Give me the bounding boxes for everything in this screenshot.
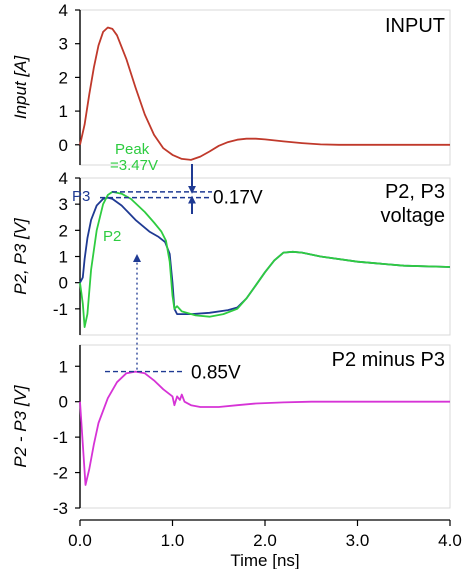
peak-label: Peak: [115, 141, 150, 158]
peak-label: =3.47V: [110, 157, 158, 174]
y-tick-label: 0: [59, 274, 68, 293]
y-tick-label: 2: [59, 68, 68, 87]
x-tick-label: 2.0: [253, 531, 277, 550]
y-tick-label: 1: [59, 102, 68, 121]
y-tick-label: -1: [53, 428, 68, 447]
diff-label: 0.17V: [213, 188, 263, 209]
y-tick-label: 4: [59, 1, 68, 20]
p3-label: P3: [72, 188, 90, 205]
y-axis-label: Input [A]: [11, 55, 30, 120]
series-line: [79, 26, 450, 161]
series-line-p2: [79, 191, 451, 328]
panel-title: P2, P3: [385, 181, 445, 203]
y-tick-label: 3: [59, 195, 68, 214]
x-tick-label: 0.0: [68, 531, 92, 550]
y-tick-label: 3: [59, 35, 68, 54]
y-tick-label: 0: [59, 136, 68, 155]
panel-title: voltage: [381, 205, 446, 227]
y-tick-label: -1: [53, 300, 68, 319]
panel-top: 0 1 2 3 4 Input [A] INPUT: [11, 1, 451, 166]
panel-bottom: -3 -2 -1 0 1 P2 - P3 [V] P2 minus P3 0.0 1.0 2.0 3…: [11, 254, 462, 569]
series-line: [79, 370, 450, 486]
y-axis-label: P2, P3 [V]: [11, 217, 30, 295]
panel-title: P2 minus P3: [332, 349, 445, 371]
y-tick-label: -3: [53, 499, 68, 518]
x-tick-label: 3.0: [346, 531, 370, 550]
y-axis-label: P2 - P3 [V]: [11, 384, 30, 467]
y-tick-label: -2: [53, 464, 68, 483]
y-tick-label: 2: [59, 221, 68, 240]
x-axis-label: Time [ns]: [230, 551, 299, 569]
x-tick-label: 1.0: [161, 531, 185, 550]
y-tick-label: 1: [59, 357, 68, 376]
diff-label: 0.85V: [191, 363, 241, 384]
y-tick-label: 0: [59, 393, 68, 412]
y-tick-label: 4: [59, 169, 68, 188]
p2-label: P2: [103, 228, 121, 245]
x-tick-label: 4.0: [438, 531, 462, 550]
y-tick-label: 1: [59, 248, 68, 267]
panel-title: INPUT: [385, 15, 445, 37]
